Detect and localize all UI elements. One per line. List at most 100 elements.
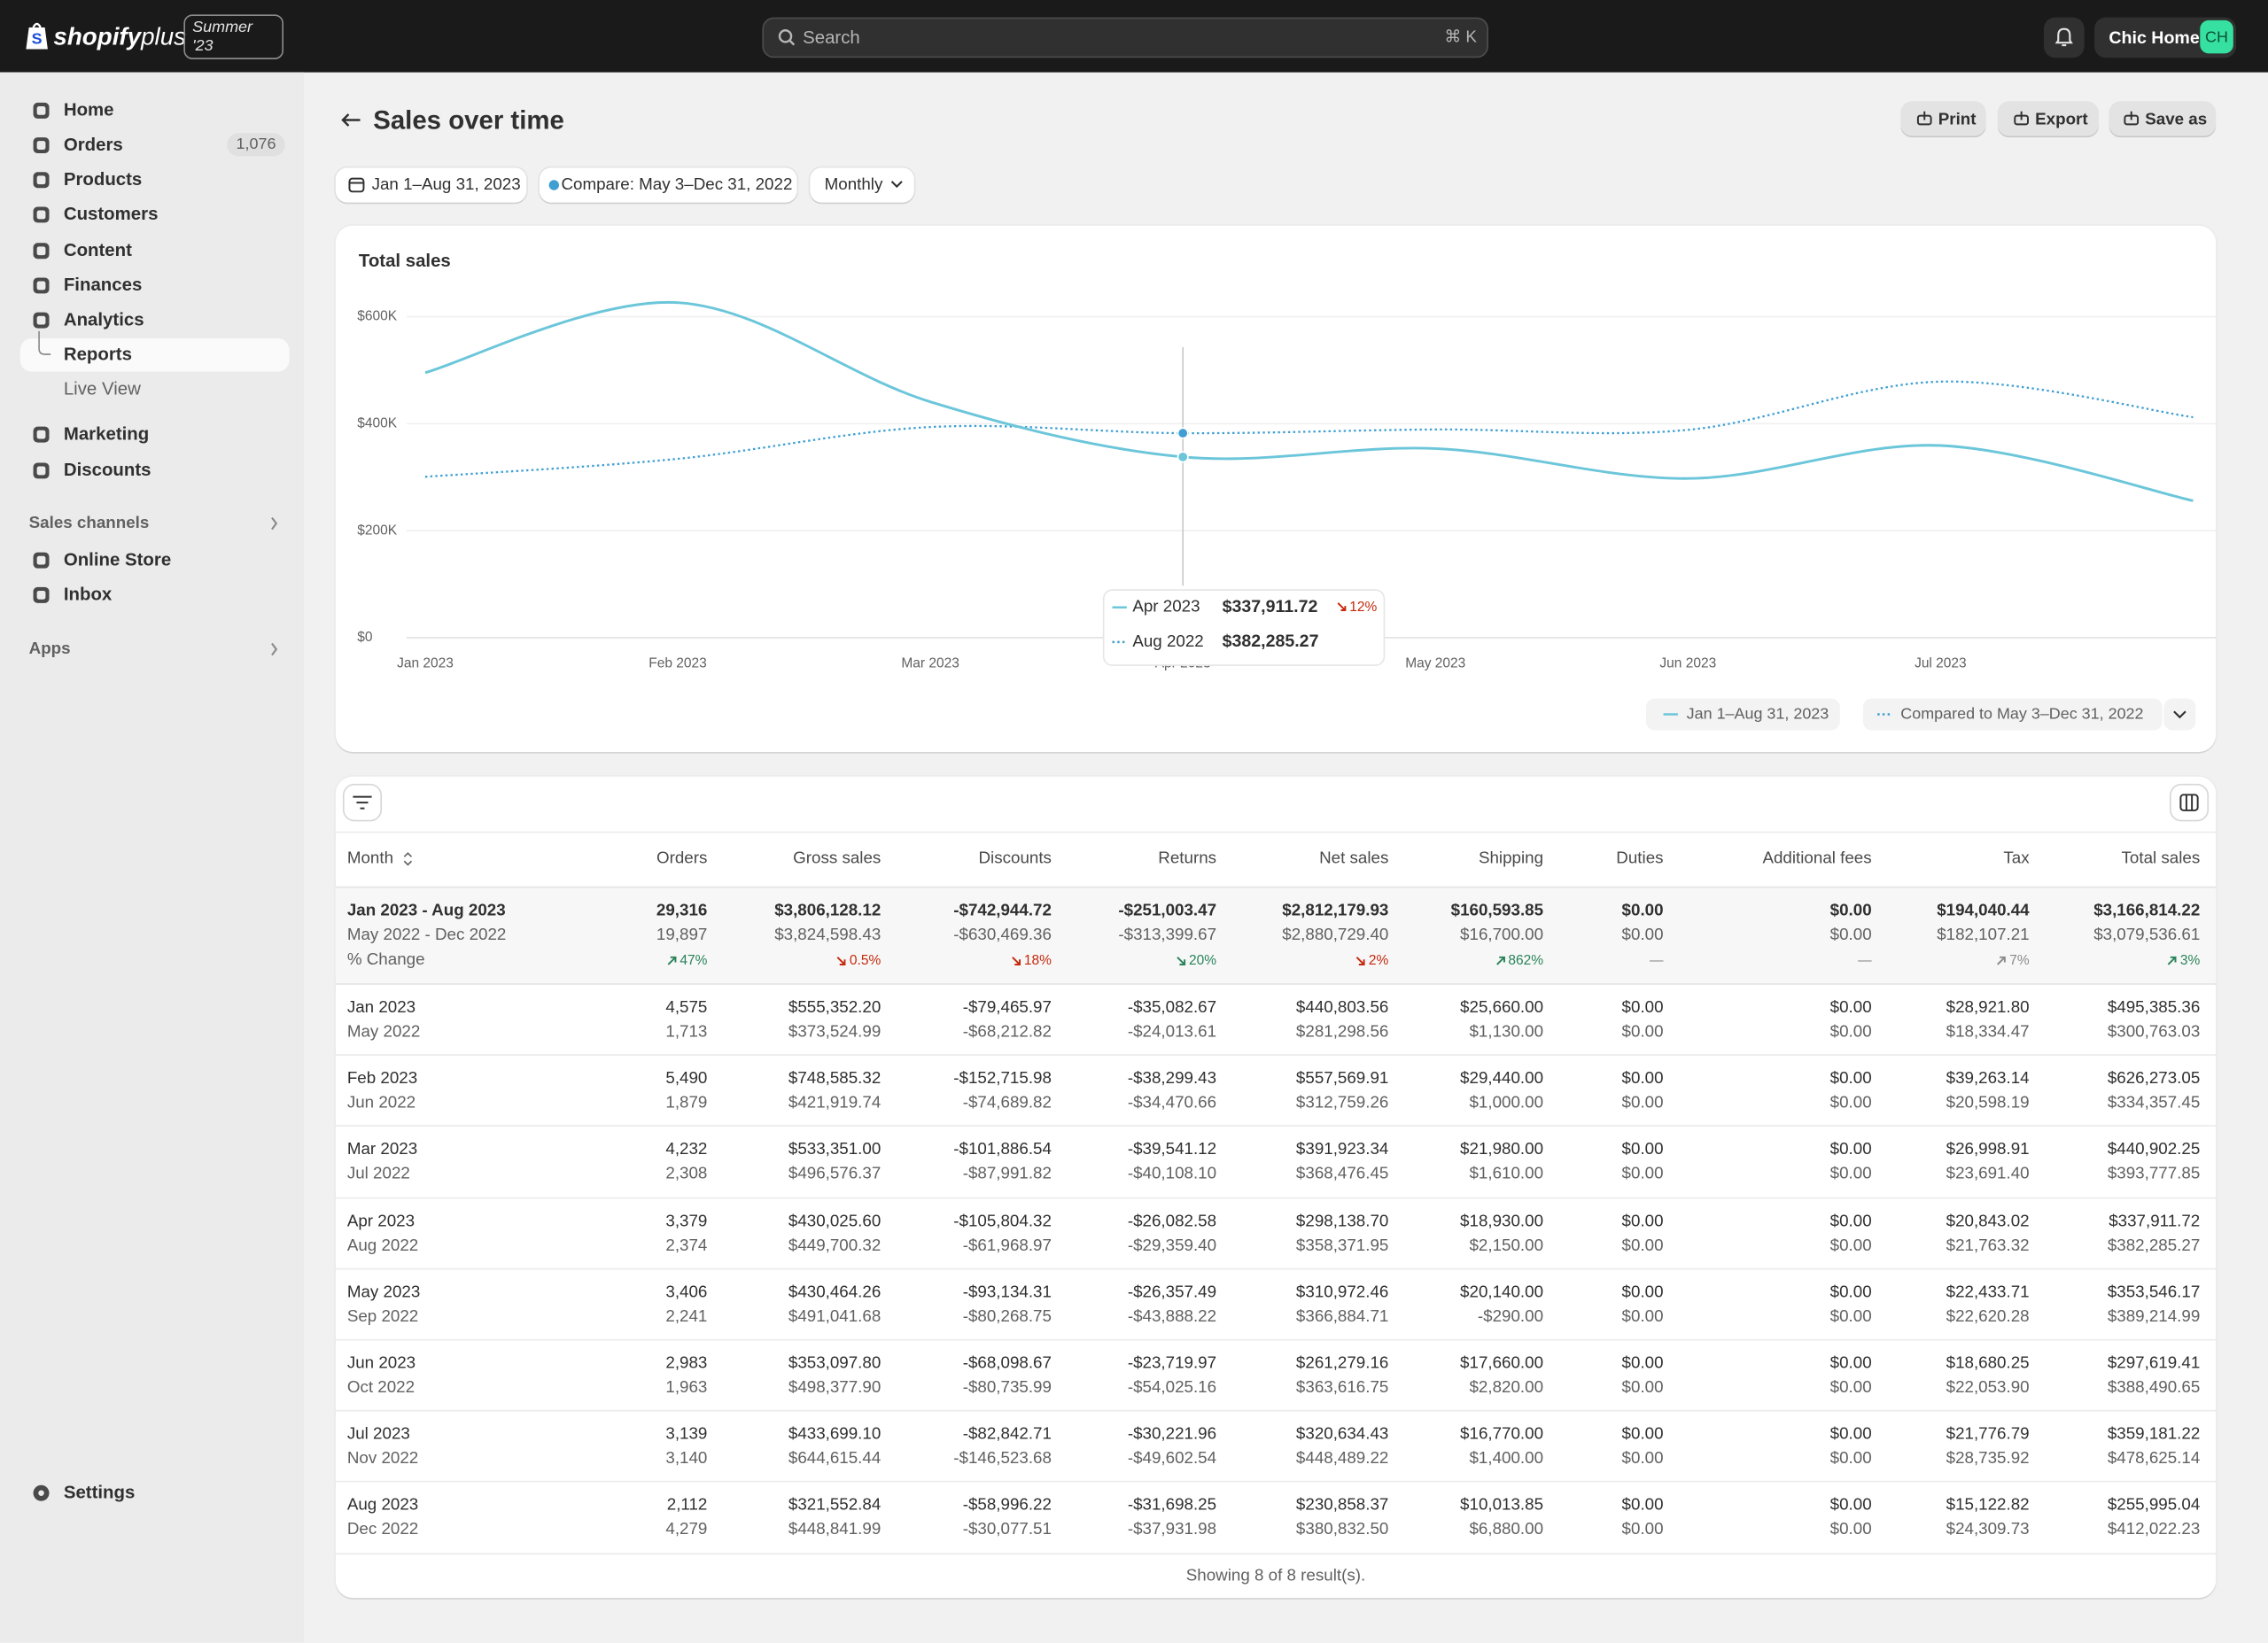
column-header: Duties [1616, 849, 1664, 868]
table-cell-previous: Sep 2022 [346, 1308, 419, 1326]
table-cell: Jun 2023 [346, 1354, 416, 1373]
y-tick-label: $600K [357, 309, 397, 324]
table-cell: $0.00 [1621, 1426, 1664, 1444]
tooltip-label: Apr 2023 [1132, 597, 1200, 616]
table-cell: $0.00 [1621, 1213, 1664, 1230]
change-cell: — [1374, 950, 1664, 971]
table-cell: $0.00 [1829, 1141, 1872, 1159]
icon-part [341, 113, 361, 127]
nav-item[interactable]: Online Store [63, 549, 172, 570]
y-tick-label: $0 [357, 630, 373, 645]
edition-badge: Summer '23 [183, 14, 284, 59]
column-header[interactable]: Month [346, 849, 394, 868]
nav-subitem[interactable]: Live View [63, 378, 141, 399]
table-cell-previous: $421,919.74 [788, 1095, 882, 1112]
table-cell-previous: -$29,359.40 [1127, 1236, 1217, 1255]
table-cell: $29,440.00 [1460, 1070, 1544, 1089]
column-header: Returns [1158, 849, 1217, 868]
table-cell: $298,138.70 [1295, 1213, 1389, 1230]
action-button[interactable] [2109, 101, 2217, 138]
table-cell-previous: $0.00 [1621, 1166, 1664, 1184]
trend-arrow [1177, 956, 1186, 965]
change-cell: 862% [1254, 950, 1543, 971]
filter-button[interactable] [810, 167, 914, 203]
nav-item[interactable]: Products [63, 169, 143, 190]
table-cell-previous: $0.00 [1829, 1166, 1872, 1184]
table-cell-previous: -$68,212.82 [962, 1023, 1052, 1042]
nav-subitem[interactable]: Reports [63, 344, 132, 365]
summary-previous-cell: $16,700.00 [1460, 926, 1544, 945]
nav-icon [33, 277, 50, 294]
trend-arrow [1337, 602, 1347, 611]
nav-item[interactable]: Settings [63, 1482, 136, 1503]
filter-button[interactable] [539, 167, 797, 203]
summary-cell: -$742,944.72 [953, 902, 1052, 920]
summary-previous-cell: $0.00 [1621, 926, 1664, 945]
table-cell-previous: $0.00 [1829, 1095, 1872, 1112]
chevron-icon [2173, 710, 2186, 719]
column-header: Gross sales [793, 849, 882, 868]
header-divider [335, 886, 2217, 888]
table-cell: 4,232 [665, 1141, 708, 1159]
nav-item[interactable]: Content [63, 240, 132, 260]
action-button[interactable] [1900, 101, 1986, 138]
table-cell: $337,911.72 [2109, 1213, 2201, 1230]
action-icon [2014, 111, 2029, 126]
section-title[interactable]: Sales channels [28, 515, 150, 532]
table-cell-previous: $449,700.32 [788, 1236, 882, 1255]
table-cell-previous: $498,377.90 [788, 1379, 882, 1398]
brand-name: shopify [53, 23, 142, 51]
nav-item[interactable]: Discounts [63, 460, 151, 481]
table-cell: $15,122.82 [1946, 1497, 2030, 1515]
nav-item[interactable]: Finances [63, 275, 143, 296]
summary-previous-cell: 19,897 [656, 926, 708, 945]
row-divider [335, 1410, 2217, 1412]
icon-part [788, 39, 796, 46]
table-cell: $557,569.91 [1295, 1070, 1389, 1089]
notifications-button[interactable] [2043, 17, 2085, 58]
table-cell: $748,585.32 [788, 1070, 882, 1089]
table-cell: $18,930.00 [1460, 1213, 1544, 1230]
search-bar[interactable] [762, 17, 1488, 58]
table-cell: $21,776.79 [1946, 1426, 2030, 1444]
table-cell-previous: -$80,735.99 [962, 1379, 1052, 1398]
change-value: 47% [680, 952, 708, 969]
table-cell-previous: Dec 2022 [346, 1522, 419, 1539]
table-cell: Jan 2023 [346, 999, 416, 1017]
table-cell-previous: 2,374 [665, 1236, 708, 1255]
nav-item[interactable]: Orders [63, 134, 123, 155]
legend-item [1862, 698, 2163, 731]
row-divider [335, 1481, 2217, 1484]
table-cell-previous: Oct 2022 [346, 1379, 416, 1398]
section-title[interactable]: Apps [28, 640, 71, 658]
change-cell: 7% [1740, 950, 2030, 971]
table-cell: $353,546.17 [2107, 1283, 2201, 1302]
table-cell-previous: $281,298.56 [1295, 1023, 1389, 1042]
table-cell: $440,803.56 [1295, 999, 1389, 1017]
table-cell-previous: -$43,888.22 [1127, 1308, 1217, 1326]
x-tick-label: Feb 2023 [649, 655, 707, 670]
icon-part [36, 246, 46, 256]
summary-cell: $160,593.85 [1450, 902, 1544, 920]
nav-item[interactable]: Analytics [63, 309, 144, 330]
table-cell: $0.00 [1829, 1426, 1872, 1444]
column-header: Orders [656, 849, 708, 868]
table-cell: -$30,221.96 [1127, 1426, 1217, 1444]
nav-item[interactable]: Home [63, 99, 114, 120]
nav-item[interactable]: Customers [63, 204, 159, 225]
nav-icon [33, 102, 50, 119]
table-cell-previous: 1,713 [665, 1023, 708, 1042]
change-value: 0.5% [849, 952, 882, 969]
table-cell: $0.00 [1621, 1070, 1664, 1089]
table-cell-previous: $0.00 [1829, 1236, 1872, 1255]
row-divider [335, 1552, 2217, 1554]
filter-button[interactable] [335, 167, 527, 203]
hover-point [1177, 427, 1189, 439]
change-value: 18% [1023, 952, 1052, 969]
nav-item[interactable]: Marketing [63, 423, 150, 445]
table-cell: May 2023 [346, 1283, 421, 1302]
hover-point [1177, 451, 1189, 463]
table-cell: -$26,357.49 [1127, 1283, 1217, 1302]
nav-item[interactable]: Inbox [63, 584, 113, 605]
table-cell: $320,634.43 [1295, 1426, 1389, 1444]
